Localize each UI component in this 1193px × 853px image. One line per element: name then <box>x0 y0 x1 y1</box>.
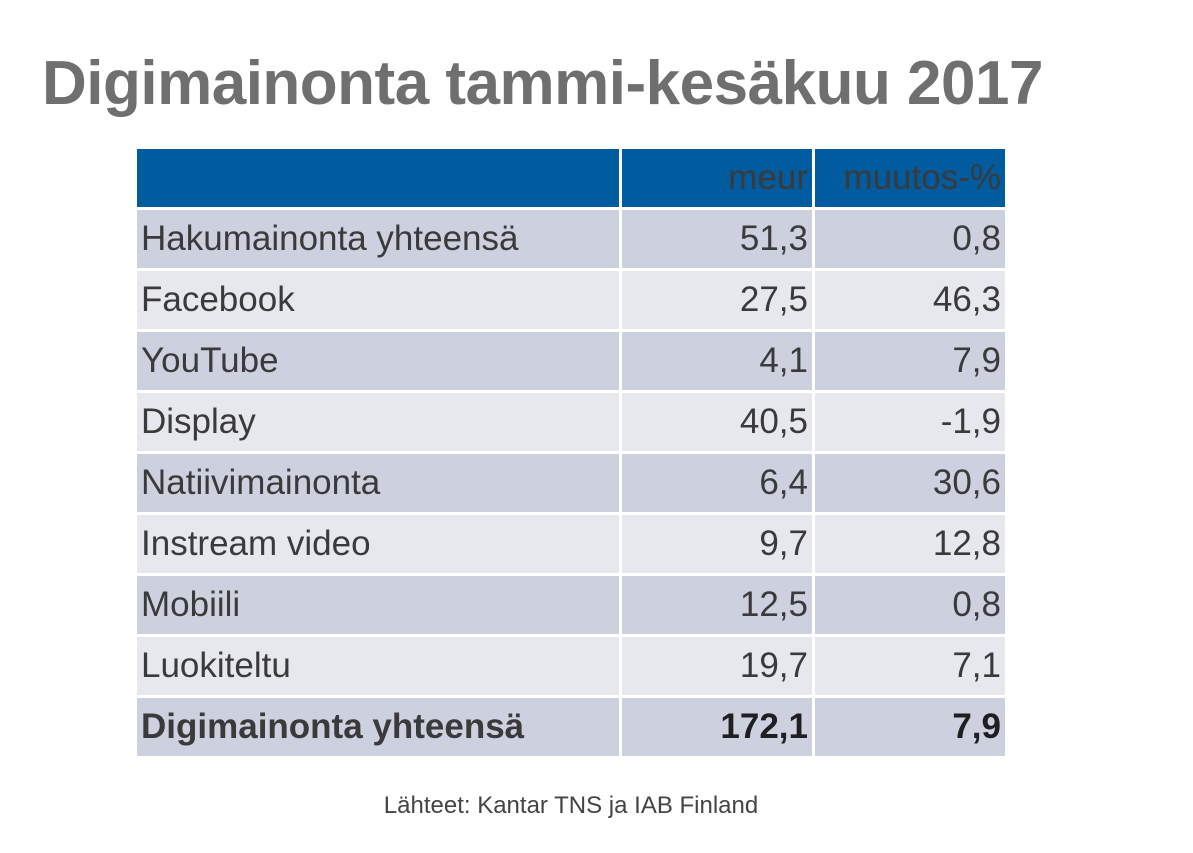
row-meur-value: 6,4 <box>622 454 812 512</box>
total-row: Digimainonta yhteensä 172,1 7,9 <box>137 698 1005 756</box>
row-change-value: 30,6 <box>815 454 1005 512</box>
header-meur: meur <box>622 149 812 207</box>
row-change-value: -1,9 <box>815 393 1005 451</box>
total-change-value: 7,9 <box>815 698 1005 756</box>
row-change-value: 12,8 <box>815 515 1005 573</box>
header-label-column <box>137 149 619 207</box>
row-meur-value: 40,5 <box>622 393 812 451</box>
row-meur-value: 27,5 <box>622 271 812 329</box>
row-label: Luokiteltu <box>137 637 619 695</box>
table-row: Instream video 9,7 12,8 <box>137 515 1005 573</box>
row-label: Mobiili <box>137 576 619 634</box>
row-meur-value: 12,5 <box>622 576 812 634</box>
row-change-value: 0,8 <box>815 576 1005 634</box>
row-label: Hakumainonta yhteensä <box>137 210 619 268</box>
table-row: Display 40,5 -1,9 <box>137 393 1005 451</box>
row-meur-value: 51,3 <box>622 210 812 268</box>
table-row: Facebook 27,5 46,3 <box>137 271 1005 329</box>
chart-title: Digimainonta tammi-kesäkuu 2017 <box>42 49 1043 118</box>
row-meur-value: 19,7 <box>622 637 812 695</box>
table-header-row: meur muutos-% <box>137 149 1005 207</box>
advertising-table: meur muutos-% Hakumainonta yhteensä 51,3… <box>134 146 1008 759</box>
row-label: YouTube <box>137 332 619 390</box>
source-note: Lähteet: Kantar TNS ja IAB Finland <box>383 792 759 819</box>
table-row: Mobiili 12,5 0,8 <box>137 576 1005 634</box>
row-meur-value: 4,1 <box>622 332 812 390</box>
row-meur-value: 9,7 <box>622 515 812 573</box>
row-label: Facebook <box>137 271 619 329</box>
row-change-value: 7,9 <box>815 332 1005 390</box>
table-row: Hakumainonta yhteensä 51,3 0,8 <box>137 210 1005 268</box>
table-row: Natiivimainonta 6,4 30,6 <box>137 454 1005 512</box>
row-change-value: 0,8 <box>815 210 1005 268</box>
row-change-value: 7,1 <box>815 637 1005 695</box>
row-label: Natiivimainonta <box>137 454 619 512</box>
total-meur-value: 172,1 <box>622 698 812 756</box>
row-label: Display <box>137 393 619 451</box>
header-change-percent: muutos-% <box>815 149 1005 207</box>
total-label: Digimainonta yhteensä <box>137 698 619 756</box>
row-change-value: 46,3 <box>815 271 1005 329</box>
table-row: Luokiteltu 19,7 7,1 <box>137 637 1005 695</box>
row-label: Instream video <box>137 515 619 573</box>
table-row: YouTube 4,1 7,9 <box>137 332 1005 390</box>
